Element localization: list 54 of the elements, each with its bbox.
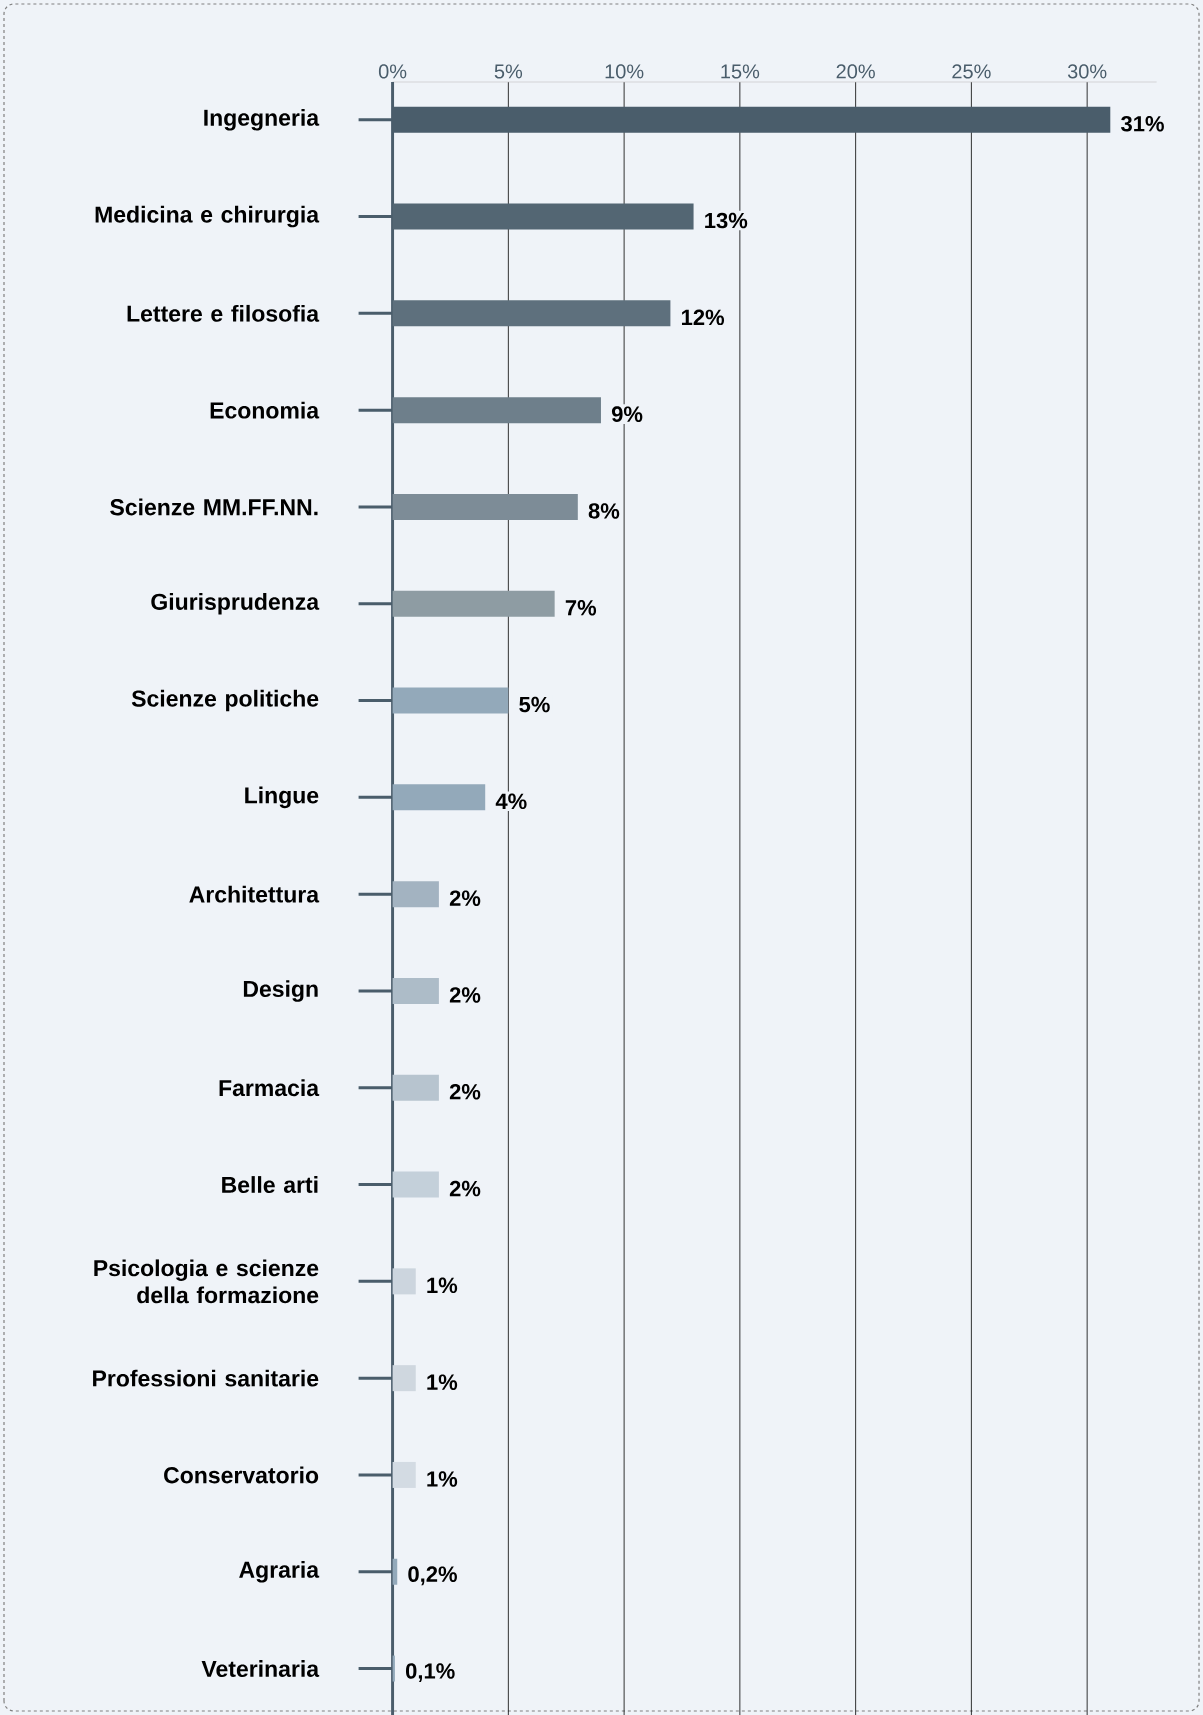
data-label: 4% — [495, 793, 527, 810]
bar — [392, 590, 555, 617]
y-tick-label: Scienze MM.FF.NN. — [110, 498, 318, 516]
y-tick-label: Lingue — [245, 786, 319, 809]
data-label: 2% — [449, 987, 481, 1003]
data-label: 31% — [1121, 115, 1164, 132]
data-label: 1% — [427, 1277, 458, 1294]
data-label: 7% — [565, 600, 597, 616]
bar — [392, 397, 601, 424]
bar — [392, 1171, 439, 1198]
y-tick-label: Agraria — [239, 1560, 320, 1583]
y-tick-label: Design — [243, 980, 318, 1002]
x-tick-label: 5% — [494, 64, 523, 79]
bar — [392, 1074, 439, 1101]
x-tick-label: 10% — [605, 64, 644, 79]
x-tick-label: 25% — [952, 64, 991, 79]
y-tick-label: Scienze politiche — [131, 689, 319, 712]
bar — [392, 977, 439, 1004]
y-tick-label: Psicologia e scienze della formazione — [94, 1259, 319, 1304]
y-tick-label: Giurisprudenza — [151, 593, 320, 615]
y-tick-label: Ingegneria — [204, 108, 320, 131]
x-tick-label: 20% — [836, 64, 875, 79]
bar — [392, 881, 439, 908]
data-label: 1% — [427, 1471, 458, 1487]
y-tick-label: Architettura — [189, 885, 320, 903]
y-tick-label: Lettere e filosofia — [127, 304, 320, 322]
bar — [392, 1365, 416, 1392]
data-label: 2% — [449, 890, 481, 906]
bar — [392, 784, 486, 811]
bar — [392, 493, 578, 520]
data-label: 8% — [588, 503, 620, 519]
data-label: 2% — [449, 1083, 481, 1100]
y-tick-label: Farmacia — [219, 1079, 320, 1097]
data-label: 5% — [519, 696, 550, 713]
y-tick-label: Medicina e chirurgia — [95, 205, 320, 228]
y-tick-label: Economia — [210, 401, 320, 419]
y-tick-label: Professioni sanitarie — [93, 1369, 319, 1387]
y-tick-label: Conservatorio — [164, 1466, 319, 1484]
data-label: 12% — [682, 309, 725, 326]
bar — [392, 687, 509, 714]
bar — [392, 1461, 416, 1488]
bar — [392, 300, 671, 327]
data-label: 13% — [705, 212, 748, 229]
data-label: 0,2% — [408, 1566, 457, 1586]
y-tick-label: Belle arti — [222, 1176, 318, 1193]
data-label: 2% — [449, 1180, 481, 1197]
data-label: 9% — [611, 406, 643, 422]
data-label: 1% — [427, 1374, 458, 1390]
x-tick-label: 30% — [1067, 64, 1107, 79]
x-tick-label: 0% — [378, 64, 407, 79]
y-tick-label: Veterinaria — [201, 1660, 320, 1677]
bar — [392, 1268, 416, 1295]
data-label: 0,1% — [405, 1663, 455, 1682]
x-tick-label: 15% — [721, 64, 760, 79]
